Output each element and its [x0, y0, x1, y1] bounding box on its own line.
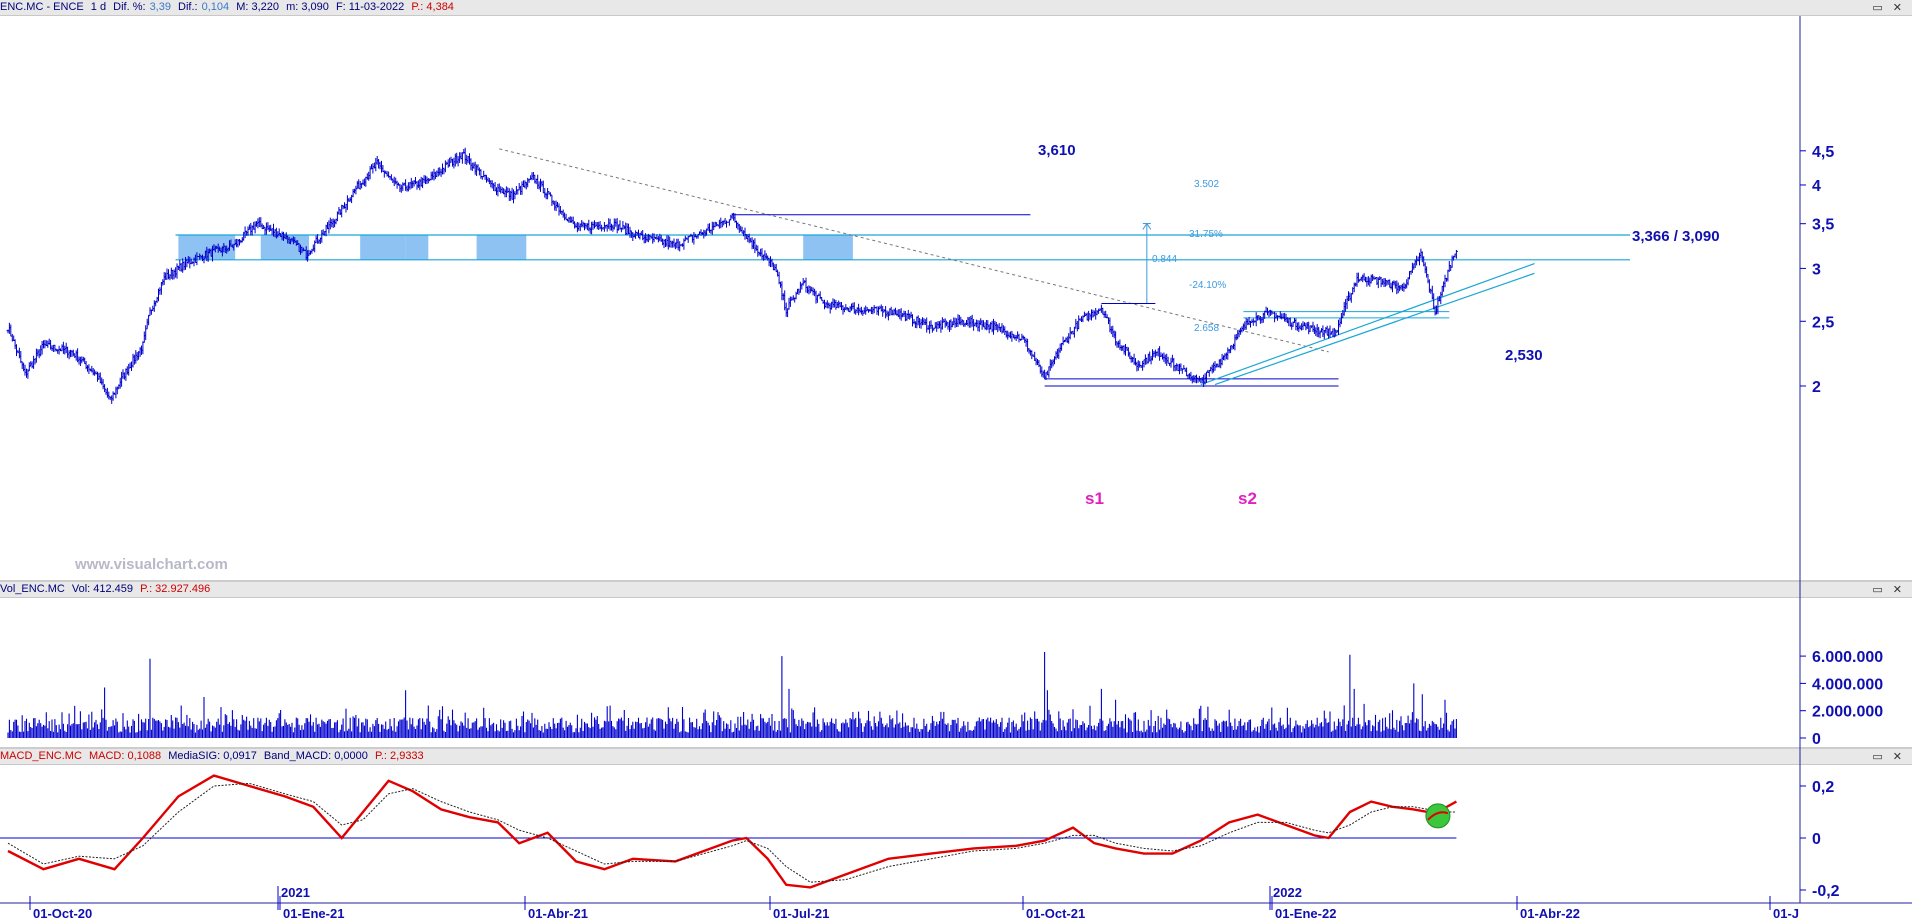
signal-line [7, 782, 1457, 883]
fib-pct-up-label: 31.75% [1189, 229, 1223, 240]
fib-arrow [1142, 223, 1148, 230]
restore-icon[interactable]: ▭ [1872, 583, 1883, 596]
symbol-label: ENC.MC - ENCE [0, 1, 84, 13]
window-buttons: ▭ ✕ [1866, 0, 1906, 15]
fib-range-label: 0.844 [1152, 254, 1177, 265]
restore-icon[interactable]: ▭ [1872, 750, 1883, 763]
time-tick-label: 01-Abr-21 [528, 906, 588, 921]
zone-label: 3,366 / 3,090 [1632, 228, 1720, 245]
axis-labels: 2 2,5 3 3,5 4 4,5 0 2.000.000 4.000.000 6.000.000… [29, 144, 1883, 921]
macd-panel-header: MACD_ENC.MC MACD: 0,1088 MediaSIG: 0,091… [0, 749, 1912, 765]
macd-p: P.: 2,9333 [374, 750, 424, 762]
time-tick-label: 01-Ene-22 [1275, 906, 1336, 921]
time-tick-label: 01-J [1773, 906, 1799, 921]
zone-block [476, 235, 527, 260]
max-label: M: 3,220 [236, 1, 280, 13]
date-label: F: 11-03-2022 [335, 1, 405, 13]
price-bars [6, 147, 1458, 404]
price-tick-label: 3,5 [1812, 217, 1834, 234]
price-tick-label: 2,5 [1812, 314, 1834, 331]
price-tick-label: 4,5 [1812, 144, 1834, 161]
close-icon[interactable]: ✕ [1892, 583, 1902, 596]
volume-window-buttons: ▭ ✕ [1866, 582, 1906, 597]
macd-tick-label: 0,2 [1812, 779, 1834, 796]
time-tick-label: 01-Oct-21 [1026, 906, 1085, 921]
restore-icon[interactable]: ▭ [1872, 1, 1883, 14]
zone-block [360, 235, 406, 260]
macd-lines [0, 774, 1457, 889]
time-tick-label: 01-Ene-21 [283, 906, 344, 921]
macd-cross-curve [1427, 811, 1449, 821]
dif-value: 0,104 [201, 1, 230, 13]
close-icon[interactable]: ✕ [1892, 1, 1902, 14]
volume-tick-label: 6.000.000 [1812, 649, 1883, 666]
price-panel-header: ENC.MC - ENCE 1 d Dif. %: 3,39 Dif.: 0,104… [0, 0, 1912, 16]
time-tick-label: 01-Jul-21 [773, 906, 829, 921]
watermark: www.visualchart.com [75, 556, 228, 573]
zone-block [405, 235, 429, 260]
fib-bottom-label: 2.658 [1194, 323, 1219, 334]
time-tick-label: 2022 [1273, 885, 1302, 900]
volume-p: P.: 32.927.496 [140, 583, 211, 595]
trendline [499, 148, 1329, 353]
fib-pct-down-label: -24.10% [1189, 280, 1226, 291]
volume-panel-header: Vol_ENC.MC Vol: 412.459 P.: 32.927.496 ▭… [0, 582, 1912, 598]
fib-top-label: 3.502 [1194, 179, 1219, 190]
price-tick-label: 4 [1812, 178, 1821, 195]
time-tick-label: 2021 [281, 885, 310, 900]
price-ohlc-series [6, 147, 1458, 404]
time-tick-label: 01-Abr-22 [1520, 906, 1580, 921]
annotations-layer [499, 148, 1535, 387]
macd-cross-marker [1425, 803, 1451, 829]
dif-label: Dif.: [178, 1, 198, 13]
macd-tick-label: 0 [1812, 831, 1821, 848]
volume-value: Vol: 412.459 [71, 583, 134, 595]
fib-arrow [1146, 223, 1152, 230]
volume-bars [7, 652, 1457, 738]
s2-label: s2 [1238, 489, 1257, 508]
period-label: 1 d [90, 1, 107, 13]
channel-upper [1200, 263, 1535, 386]
min-label: m: 3,090 [286, 1, 329, 13]
macd-name: MACD_ENC.MC [0, 750, 82, 762]
volume-tick-label: 4.000.000 [1812, 676, 1883, 693]
mediasig-value: MediaSIG: 0,0917 [168, 750, 257, 762]
close-icon[interactable]: ✕ [1892, 750, 1902, 763]
macd-window-buttons: ▭ ✕ [1866, 749, 1906, 764]
volume-name: Vol_ENC.MC [0, 583, 65, 595]
macd-value: MACD: 0,1088 [88, 750, 162, 762]
channel-lower [1214, 272, 1535, 386]
s1-label: s1 [1085, 489, 1104, 508]
resistance-zone [175, 234, 1630, 261]
time-tick-label: 01-Oct-20 [33, 906, 92, 921]
price-tick-label: 2 [1812, 379, 1821, 396]
zone-block [803, 235, 853, 260]
support-label: 2,530 [1505, 347, 1543, 364]
dif-pct-label: Dif. %: [113, 1, 146, 13]
p-label: P.: 4,384 [411, 1, 454, 13]
band-value: Band_MACD: 0,0000 [263, 750, 368, 762]
price-tick-label: 3 [1812, 261, 1821, 278]
volume-tick-label: 2.000.000 [1812, 704, 1883, 721]
volume-series [7, 652, 1457, 738]
dif-pct-value: 3,39 [149, 1, 171, 13]
volume-tick-label: 0 [1812, 731, 1821, 748]
resistance-label: 3,610 [1038, 142, 1076, 159]
annotation-labels: 3,610 3,366 / 3,090 2,530 s1 s2 3.502 31… [1038, 142, 1720, 508]
macd-tick-label: -0,2 [1812, 883, 1840, 900]
macd-line [7, 774, 1457, 889]
